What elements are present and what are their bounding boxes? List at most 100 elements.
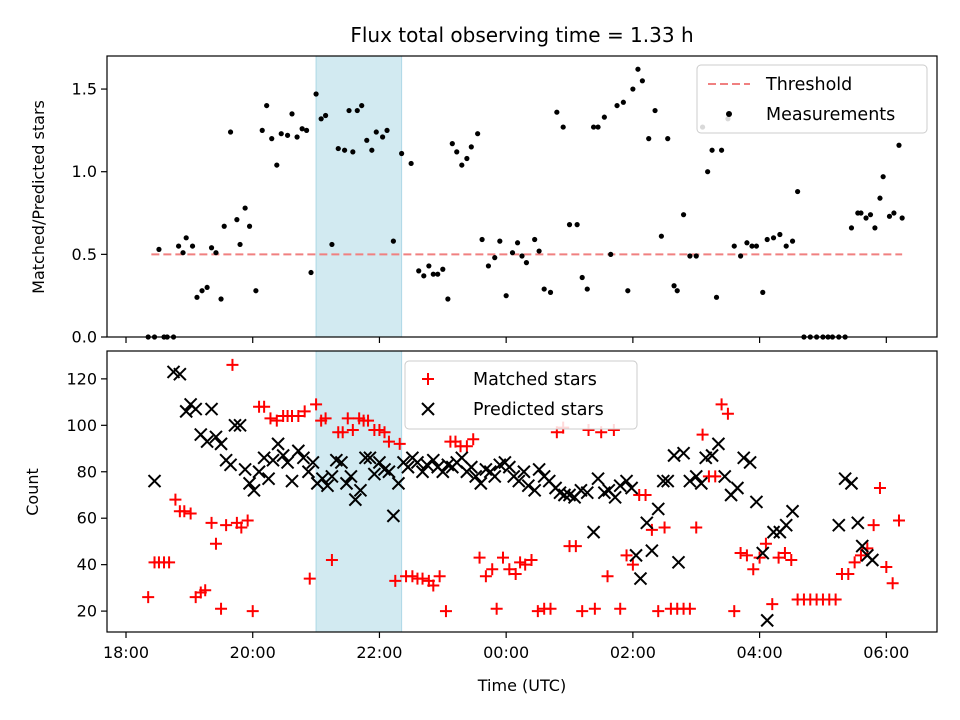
measurement-point <box>608 251 614 257</box>
predicted-stars-point <box>188 402 203 416</box>
matched-stars-point <box>406 570 419 583</box>
measurement-point <box>770 235 777 241</box>
measurement-point <box>737 253 744 259</box>
predicted-stars-point <box>339 476 354 491</box>
bottom-panel: 20 40 60 80 100 120 18:00 20:00 22:00 00:00 02:00… <box>23 350 938 695</box>
y-tick-label: 0.0 <box>72 328 97 347</box>
matched-stars-point <box>486 563 499 576</box>
predicted-stars-point <box>671 555 686 570</box>
measurement-point <box>364 137 370 143</box>
matched-stars-point <box>880 560 893 573</box>
legend-measurements-marker <box>726 111 732 117</box>
predicted-stars-point <box>718 469 732 484</box>
matched-stars-point <box>620 549 633 562</box>
predicted-stars-point <box>391 476 406 491</box>
measurement-point <box>208 245 215 251</box>
matched-stars-point <box>772 551 785 564</box>
matched-stars-point <box>416 572 429 585</box>
top-plot-frame <box>106 55 938 338</box>
measurement-point <box>479 236 485 243</box>
predicted-stars-point <box>238 462 252 477</box>
matched-stars-point <box>303 572 316 585</box>
matched-stars-point <box>235 521 248 534</box>
y-tick-label: 60 <box>77 509 97 528</box>
matched-stars-point <box>696 428 709 441</box>
matched-stars-point <box>362 414 375 427</box>
predicted-stars-point <box>865 553 880 567</box>
predicted-stars-point <box>855 539 869 553</box>
measurement-point <box>227 129 234 135</box>
matched-stars-point <box>519 558 532 571</box>
predicted-stars-point <box>420 458 434 472</box>
y-tick-label: 1.0 <box>72 162 97 181</box>
x-tick-label: 04:00 <box>737 643 783 662</box>
matched-stars-point <box>258 400 271 413</box>
predicted-stars-point <box>266 453 280 467</box>
x-tick-label: 00:00 <box>483 643 529 662</box>
matched-stars-point <box>753 551 766 564</box>
predicted-stars-point <box>382 465 396 479</box>
matched-stars-point <box>496 551 509 564</box>
predicted-stars-point <box>838 472 852 486</box>
predicted-stars-point <box>832 518 846 532</box>
x-tick-label: 06:00 <box>863 643 909 662</box>
matched-stars-point <box>626 558 639 571</box>
y-tick-label: 100 <box>66 416 97 435</box>
measurement-point <box>749 243 755 249</box>
measurement-point <box>318 116 324 122</box>
predicted-stars-point <box>261 472 276 486</box>
measurement-point <box>346 107 352 114</box>
predicted-stars-point <box>785 504 800 518</box>
measurement-point <box>445 296 451 302</box>
predicted-stars-point <box>252 465 266 479</box>
predicted-stars-point <box>233 418 247 433</box>
predicted-stars-point <box>223 458 238 472</box>
matched-stars-point <box>645 523 658 536</box>
predicted-stars-point <box>619 474 634 488</box>
matched-stars-point <box>614 602 627 615</box>
matched-stars-point <box>509 567 522 580</box>
matched-stars-point <box>270 414 283 427</box>
matched-stars-point <box>892 514 905 527</box>
measurement-point <box>237 241 243 248</box>
measurement-point <box>408 160 414 167</box>
measurement-point <box>440 266 446 272</box>
measurement-point <box>590 124 597 130</box>
predicted-stars-point <box>527 483 542 498</box>
measurement-point <box>595 124 601 130</box>
predicted-stars-point <box>640 516 654 530</box>
measurement-point <box>652 107 658 114</box>
measurement-point <box>459 162 465 168</box>
measurement-point <box>509 250 516 256</box>
measurement-point <box>284 132 291 138</box>
matched-stars-point <box>867 519 880 532</box>
measurement-point <box>156 246 162 252</box>
matched-stars-point <box>169 493 182 506</box>
matched-stars-point <box>178 505 191 518</box>
legend-measurements-label: Measurements <box>766 105 895 125</box>
matched-stars-point <box>460 440 473 453</box>
measurement-point <box>665 136 671 142</box>
matched-stars-point <box>576 605 589 618</box>
measurement-point <box>896 142 902 148</box>
matched-stars-point <box>310 398 323 411</box>
predicted-stars-point <box>661 474 675 488</box>
measurement-point <box>560 124 566 130</box>
predicted-stars-point <box>683 474 697 488</box>
x-tick-label: 02:00 <box>610 643 656 662</box>
predicted-stars-point <box>844 476 859 491</box>
bottom-legend-box <box>404 360 638 430</box>
x-tick-label: 20:00 <box>230 643 276 662</box>
y-tick-label: 1.5 <box>72 80 97 99</box>
measurement-point <box>620 99 626 105</box>
y-tick-label: 40 <box>77 555 97 574</box>
predicted-stars-point <box>645 544 659 558</box>
measurement-point <box>359 102 365 109</box>
measurement-point <box>341 147 348 153</box>
matched-stars-point <box>226 358 239 371</box>
measurement-point <box>693 253 699 259</box>
predicted-stars-point <box>401 460 415 474</box>
measurement-point <box>369 147 375 153</box>
matched-stars-point <box>721 407 734 420</box>
